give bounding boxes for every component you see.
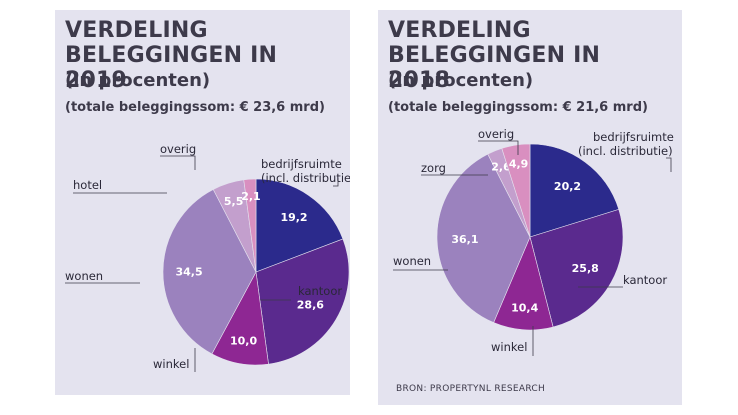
chart-total-label: (totale beleggingssom: € 21,6 mrd) [388,100,648,115]
pie-slice-overig [501,143,531,238]
chart-total-label: (totale beleggingssom: € 23,6 mrd) [65,100,325,115]
pie-slice-overig [243,178,257,273]
slice-value-label: 19,2 [280,211,307,224]
pie-slice-bedrijfsruimte [529,143,620,238]
pie-slice-wonen [436,153,531,323]
pie-slice-kantoor [255,238,350,365]
slice-name-label: wonen [393,254,431,268]
slice-name-label: bedrijfsruimte [593,130,674,144]
pie-slice-wonen [162,189,257,355]
slice-name-label: kantoor [623,273,667,287]
slice-value-label: 10,0 [230,335,257,348]
chart-subtitle: (in procenten) [388,70,534,91]
label-leader-line [333,178,339,187]
slice-name-label: winkel [491,340,527,354]
slice-value-label: 4,9 [509,157,528,170]
pie-chart-2018: 20,2 bedrijfsruimte(incl. distributie) 25,… [393,127,674,356]
chart-title: VERDELING BELEGGINGEN IN 2019 [65,18,278,93]
slice-value-label: 20,2 [554,180,581,193]
slice-value-label: 25,8 [572,262,599,275]
label-leader-line [666,157,672,172]
label-leader-line [478,140,519,155]
slice-name-label: (incl. distributie) [578,144,673,158]
slice-name-label: overig [160,142,196,156]
slice-name-label: wonen [65,269,103,283]
slice-name-label: winkel [153,357,189,371]
slice-name-label: (incl. distributie) [261,171,350,185]
slice-name-label: zorg [421,161,446,175]
pie-slice-bedrijfsruimte [255,178,344,273]
pie-chart-2019: 19,2 bedrijfsruimte(incl. distributie) 28,… [65,142,350,372]
chart-panel-2018: VERDELING BELEGGINGEN IN 2018 (in procen… [378,10,682,405]
slice-value-label: 34,5 [175,265,202,278]
chart-source: BRON: PROPERTYNL RESEARCH [396,384,546,394]
chart-panel-2019: VERDELING BELEGGINGEN IN 2019 (in procen… [55,10,350,395]
label-leader-line [160,155,196,170]
slice-value-label: 10,4 [511,301,538,314]
slice-value-label: 2,1 [241,190,260,203]
slice-name-label: bedrijfsruimte [261,157,342,171]
slice-name-label: kantoor [298,284,342,298]
slice-value-label: 36,1 [451,233,478,246]
slice-name-label: overig [478,127,514,141]
slice-value-label: 2,6 [491,160,511,173]
chart-subtitle: (in procenten) [65,70,211,91]
slice-value-label: 5,5 [224,195,244,208]
pie-slice-kantoor [529,208,624,328]
slice-name-label: hotel [73,178,102,192]
slice-value-label: 28,6 [297,298,324,311]
chart-title: VERDELING BELEGGINGEN IN 2018 [388,18,601,93]
